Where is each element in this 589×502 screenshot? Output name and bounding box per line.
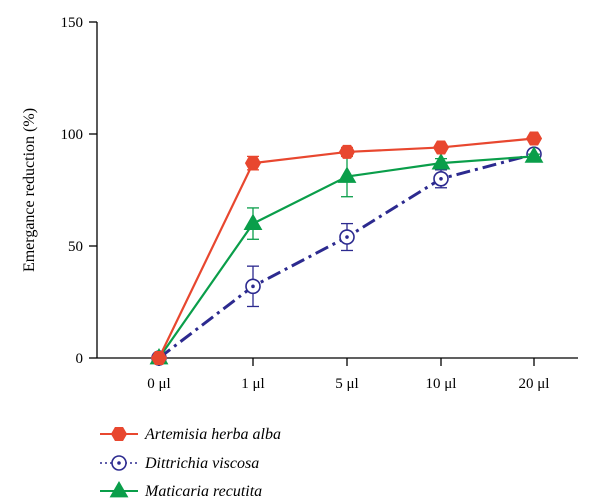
y-tick-label: 150 [61, 15, 84, 31]
legend-marker [111, 455, 127, 471]
marker-dot [117, 461, 121, 465]
legend-label: Maticaria recutita [144, 483, 262, 500]
data-point [433, 171, 449, 187]
legend: Artemisia herba alba Dittrichia viscosa Ma… [100, 426, 281, 500]
legend-label: Artemisia herba alba [144, 426, 281, 443]
data-point [431, 153, 451, 170]
data-point [150, 351, 168, 365]
y-tick-label: 0 [76, 351, 84, 367]
data-point [245, 278, 261, 295]
data-point [339, 229, 355, 245]
x-tick-label: 0 μl [147, 376, 170, 392]
legend-marker [110, 427, 128, 441]
data-point [244, 156, 262, 171]
data-point [337, 166, 357, 183]
marker-dot [251, 284, 255, 289]
legend-label: Dittrichia viscosa [144, 455, 259, 472]
axes: 0 50 100 150 0 μl 1 μl 5 μl 10 μl 20 μl [61, 15, 578, 392]
legend-marker [109, 480, 129, 498]
data-point [524, 146, 544, 163]
legend-item: Maticaria recutita [100, 480, 262, 500]
series-layer [149, 131, 544, 366]
y-axis-title: Emergance reduction (%) [21, 108, 38, 272]
data-point [432, 140, 450, 155]
data-point [243, 213, 263, 230]
marker-dot [439, 177, 443, 181]
legend-item: Dittrichia viscosa [100, 455, 259, 472]
x-tick-label: 5 μl [335, 376, 358, 392]
data-point [525, 131, 543, 146]
x-tick-label: 1 μl [241, 376, 264, 392]
series-0 [150, 131, 543, 365]
x-tick-label: 10 μl [426, 376, 457, 392]
x-tick-label: 20 μl [519, 376, 550, 392]
y-tick-label: 50 [68, 239, 83, 255]
legend-item: Artemisia herba alba [100, 426, 281, 443]
marker-dot [345, 235, 349, 239]
y-tick-label: 100 [61, 127, 84, 143]
data-point [338, 144, 356, 159]
